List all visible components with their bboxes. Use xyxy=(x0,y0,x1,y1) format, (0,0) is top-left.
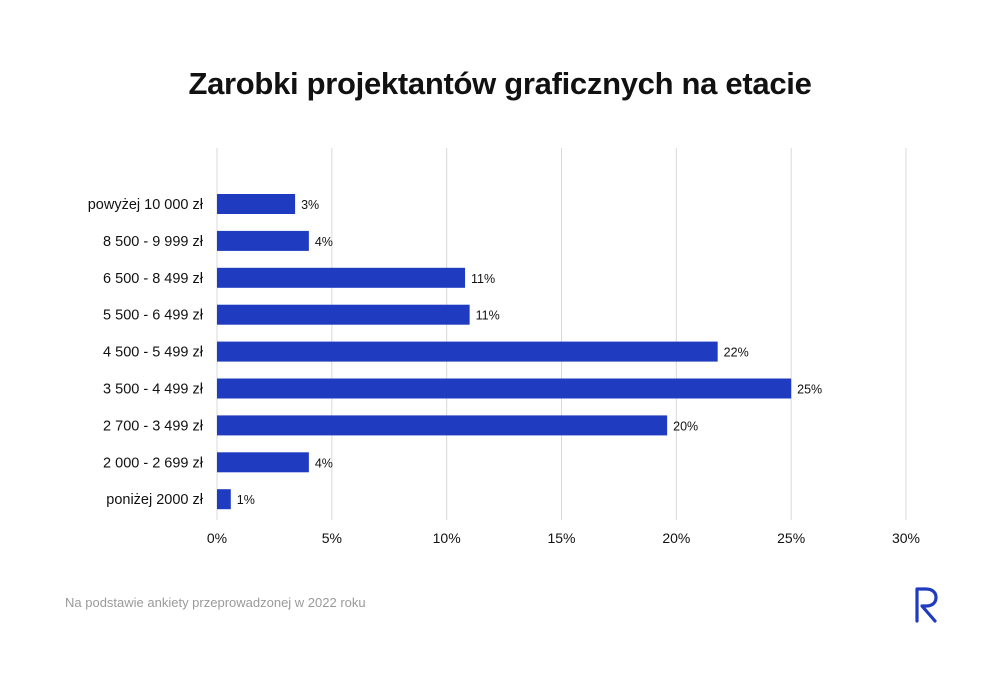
bar xyxy=(217,489,231,510)
data-labels: 3% 4% 11% 11% 22% 25% 20% 4% 1% xyxy=(237,198,822,507)
data-label: 4% xyxy=(315,456,333,470)
x-tick-label: 20% xyxy=(662,530,690,546)
data-label: 1% xyxy=(237,493,255,507)
data-label: 25% xyxy=(797,383,822,397)
x-tick-label: 30% xyxy=(892,530,920,546)
x-tick-labels: 0% 5% 10% 15% 20% 25% 30% xyxy=(207,530,920,546)
data-label: 22% xyxy=(724,346,749,360)
bar xyxy=(217,341,718,362)
x-tick-label: 10% xyxy=(433,530,461,546)
x-tick-label: 15% xyxy=(547,530,575,546)
chart-title: Zarobki projektantów graficznych na etac… xyxy=(188,66,812,101)
bar xyxy=(217,304,470,325)
data-label: 4% xyxy=(315,235,333,249)
category-labels: powyżej 10 000 zł 8 500 - 9 999 zł 6 500 -… xyxy=(88,197,204,508)
x-tick-label: 25% xyxy=(777,530,805,546)
category-label: 8 500 - 9 999 zł xyxy=(103,234,204,250)
data-label: 11% xyxy=(471,272,495,286)
bars xyxy=(217,194,792,510)
x-tick-label: 0% xyxy=(207,530,227,546)
category-label: 5 500 - 6 499 zł xyxy=(103,308,204,324)
footnote: Na podstawie ankiety przeprowadzonej w 2… xyxy=(65,595,366,610)
data-label: 11% xyxy=(476,309,500,323)
category-label: 6 500 - 8 499 zł xyxy=(103,271,204,287)
category-label: 4 500 - 5 499 zł xyxy=(103,345,204,361)
category-label: poniżej 2000 zł xyxy=(106,492,204,508)
bar xyxy=(217,378,792,399)
bar xyxy=(217,415,668,436)
data-label: 20% xyxy=(673,419,698,433)
bar xyxy=(217,194,296,214)
data-label: 3% xyxy=(301,198,319,212)
bar xyxy=(217,267,466,288)
category-label: 2 700 - 3 499 zł xyxy=(103,418,204,434)
category-label: 3 500 - 4 499 zł xyxy=(103,382,204,398)
category-label: 2 000 - 2 699 zł xyxy=(103,455,204,471)
x-tick-label: 5% xyxy=(322,530,342,546)
category-label: powyżej 10 000 zł xyxy=(88,197,204,213)
r-logo-icon xyxy=(915,587,938,623)
bar xyxy=(217,230,309,251)
bar xyxy=(217,452,309,473)
